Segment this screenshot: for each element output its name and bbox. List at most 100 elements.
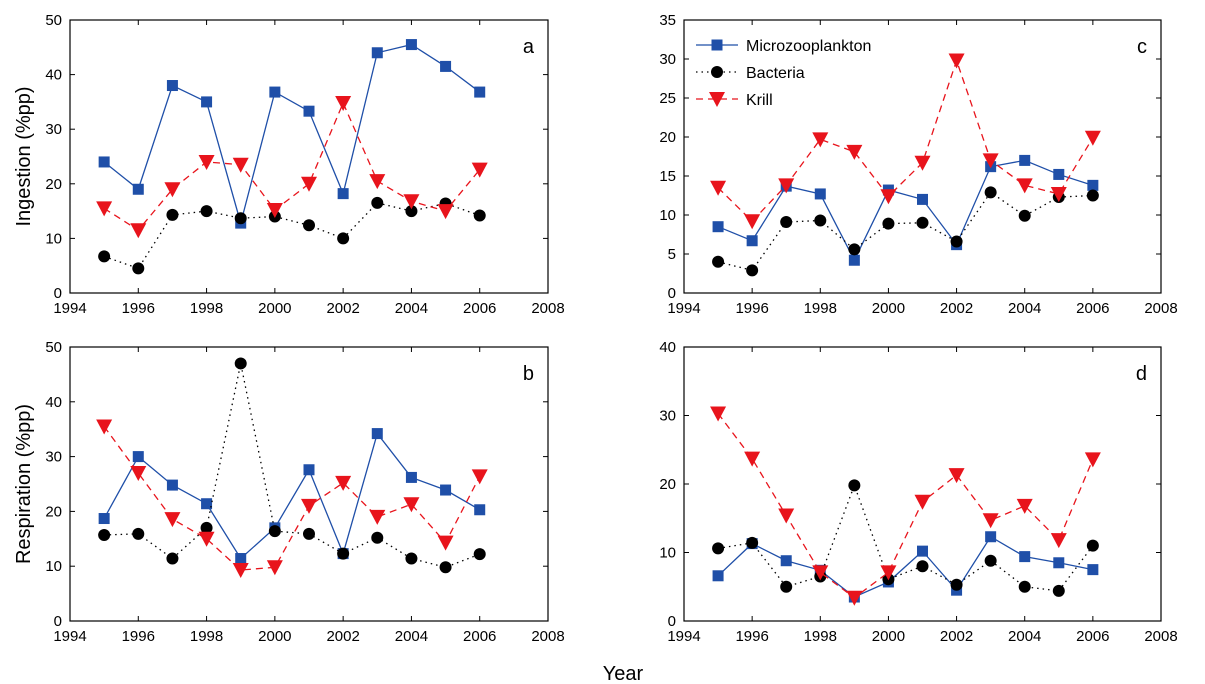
- data-point-bacteria: [814, 214, 827, 227]
- panel-b: 1994 1996 1998 2000 2002 2004 2006 2008 0 10 20 30 4…: [13, 339, 565, 645]
- data-point-krill: [1050, 186, 1067, 202]
- data-point-krill: [812, 132, 829, 148]
- data-point-microzooplankton: [814, 188, 826, 200]
- y-tick-label: 10: [45, 558, 62, 575]
- data-point-bacteria: [882, 217, 895, 230]
- data-point-bacteria: [132, 527, 145, 540]
- legend-marker-microzooplankton: [711, 39, 723, 51]
- x-tick-label: 2000: [258, 300, 291, 317]
- data-point-krill: [846, 144, 863, 160]
- legend-label-microzooplankton: Microzooplankton: [746, 38, 871, 55]
- data-point-krill: [880, 565, 897, 581]
- data-point-krill: [744, 451, 761, 467]
- data-point-bacteria: [405, 205, 418, 218]
- series-line-bacteria: [103, 202, 480, 270]
- series-line-microzooplankton: [103, 432, 481, 560]
- data-point-microzooplankton: [132, 451, 144, 463]
- data-point-bacteria: [984, 186, 997, 199]
- y-tick-label: 20: [659, 476, 676, 493]
- figure-x-axis-title: Year: [603, 663, 644, 684]
- data-point-krill: [948, 468, 965, 484]
- x-tick-label: 1996: [122, 300, 155, 317]
- data-point-krill: [778, 508, 795, 524]
- data-point-microzooplankton: [269, 86, 281, 98]
- x-tick-label: 1996: [735, 628, 768, 645]
- data-point-krill: [846, 590, 863, 606]
- data-point-microzooplankton: [98, 513, 110, 525]
- legend-marker-krill: [709, 92, 725, 107]
- data-point-krill: [710, 180, 727, 196]
- data-point-bacteria: [780, 216, 793, 229]
- x-tick-label: 2008: [531, 300, 564, 317]
- data-point-krill: [96, 419, 113, 435]
- data-point-krill: [437, 204, 454, 220]
- data-point-bacteria: [371, 196, 384, 209]
- data-point-bacteria: [234, 357, 247, 370]
- data-point-bacteria: [132, 262, 145, 275]
- data-point-krill: [914, 494, 931, 510]
- data-point-microzooplankton: [405, 471, 417, 483]
- data-point-bacteria: [200, 205, 213, 218]
- data-point-bacteria: [1086, 539, 1099, 552]
- y-tick-label: 10: [659, 207, 676, 224]
- x-tick-label: 1994: [667, 628, 700, 645]
- data-point-bacteria: [166, 208, 179, 221]
- data-point-microzooplankton: [746, 235, 758, 247]
- data-point-microzooplankton: [1019, 154, 1031, 166]
- data-point-microzooplankton: [1087, 564, 1099, 576]
- plot-frame: [683, 346, 1162, 622]
- data-point-krill: [198, 531, 215, 547]
- x-tick-label: 2008: [1144, 300, 1177, 317]
- x-tick-label: 1998: [190, 300, 223, 317]
- data-point-krill: [437, 535, 454, 551]
- data-point-bacteria: [337, 232, 350, 245]
- legend-label-krill: Krill: [746, 92, 773, 109]
- y-tick-label: 30: [659, 51, 676, 68]
- data-point-krill: [232, 563, 249, 579]
- data-point-krill: [164, 512, 181, 528]
- y-tick-label: 10: [659, 545, 676, 562]
- data-point-bacteria: [848, 243, 861, 256]
- data-point-krill: [96, 201, 113, 217]
- data-point-bacteria: [473, 209, 486, 222]
- data-point-krill: [301, 176, 317, 192]
- series-line-microzooplankton: [717, 159, 1094, 262]
- data-point-krill: [471, 469, 488, 485]
- data-point-bacteria: [848, 479, 861, 492]
- y-tick-label: 20: [659, 129, 676, 146]
- series-line-krill: [717, 58, 1094, 223]
- y-tick-label: 40: [45, 67, 62, 84]
- data-point-microzooplankton: [440, 60, 452, 72]
- data-point-microzooplankton: [848, 254, 860, 266]
- data-point-krill: [130, 466, 147, 482]
- x-tick-label: 2006: [463, 300, 496, 317]
- series-line-microzooplankton: [103, 43, 481, 226]
- data-point-krill: [982, 153, 999, 169]
- data-point-microzooplankton: [1053, 168, 1065, 180]
- data-point-microzooplankton: [780, 555, 792, 567]
- y-tick-label: 0: [668, 613, 676, 630]
- data-point-bacteria: [712, 542, 725, 555]
- series-line-krill: [103, 426, 481, 571]
- data-point-krill: [1084, 452, 1101, 468]
- y-tick-label: 40: [45, 394, 62, 411]
- data-point-krill: [1084, 130, 1101, 146]
- data-point-krill: [914, 155, 931, 171]
- x-tick-label: 2006: [463, 628, 496, 645]
- series-line-krill: [717, 413, 1094, 599]
- data-point-bacteria: [405, 552, 418, 565]
- data-point-krill: [266, 203, 283, 219]
- data-point-microzooplankton: [917, 193, 928, 205]
- data-point-krill: [301, 498, 317, 514]
- data-point-bacteria: [166, 552, 179, 565]
- x-tick-label: 2004: [395, 628, 428, 645]
- data-point-microzooplankton: [712, 570, 724, 582]
- data-point-krill: [1016, 178, 1033, 194]
- data-point-krill: [982, 513, 999, 529]
- data-point-microzooplankton: [440, 484, 452, 496]
- data-point-krill: [164, 182, 181, 198]
- y-tick-label: 35: [659, 12, 676, 29]
- data-point-bacteria: [371, 531, 384, 544]
- data-point-bacteria: [916, 216, 929, 229]
